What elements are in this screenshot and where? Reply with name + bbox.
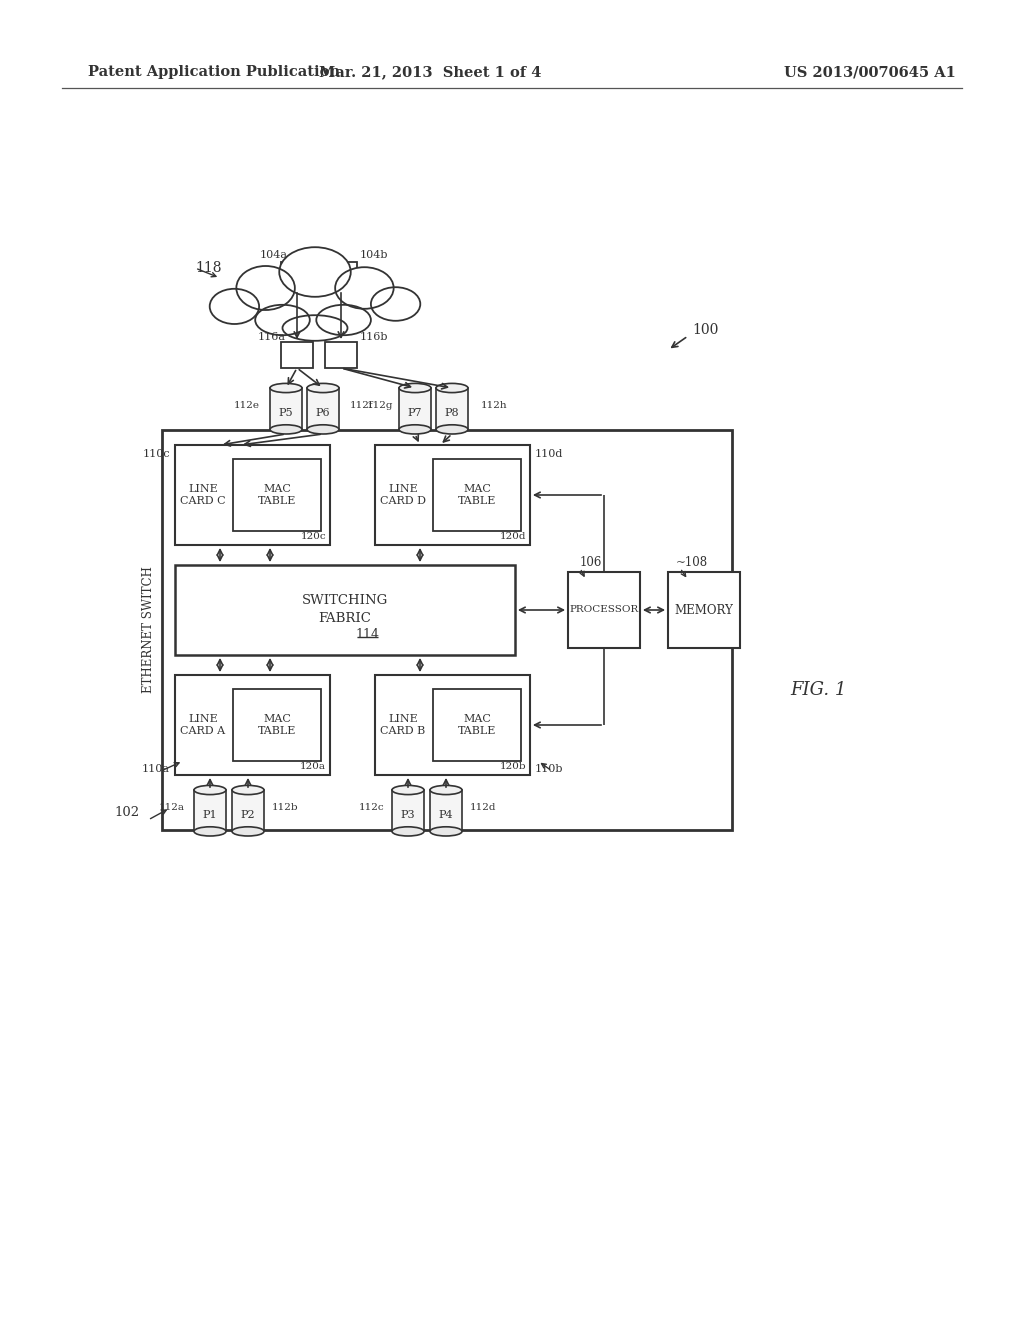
Ellipse shape bbox=[392, 826, 424, 836]
Text: P6: P6 bbox=[315, 408, 331, 418]
Bar bbox=[430, 789, 462, 832]
Bar bbox=[568, 572, 640, 648]
Bar bbox=[399, 388, 431, 429]
Bar bbox=[436, 388, 468, 429]
Text: LINE
CARD D: LINE CARD D bbox=[380, 484, 426, 506]
Bar bbox=[392, 789, 424, 832]
Text: MAC
TABLE: MAC TABLE bbox=[458, 714, 497, 735]
Text: 112a: 112a bbox=[159, 804, 185, 813]
Text: 116b: 116b bbox=[360, 333, 388, 342]
Text: 104a: 104a bbox=[260, 249, 288, 260]
Text: 114: 114 bbox=[355, 627, 379, 640]
Ellipse shape bbox=[232, 826, 264, 836]
Text: MEMORY: MEMORY bbox=[675, 603, 733, 616]
Bar bbox=[281, 342, 313, 368]
Text: 106: 106 bbox=[580, 556, 602, 569]
Text: 112h: 112h bbox=[481, 400, 508, 409]
Text: 120b: 120b bbox=[500, 762, 526, 771]
Ellipse shape bbox=[335, 267, 393, 309]
Text: 120d: 120d bbox=[500, 532, 526, 541]
Ellipse shape bbox=[210, 289, 259, 323]
Text: 110d: 110d bbox=[535, 449, 563, 459]
Ellipse shape bbox=[232, 785, 264, 795]
Bar bbox=[175, 675, 330, 775]
Text: Mar. 21, 2013  Sheet 1 of 4: Mar. 21, 2013 Sheet 1 of 4 bbox=[318, 65, 542, 79]
Ellipse shape bbox=[307, 383, 339, 392]
Text: PROCESSOR: PROCESSOR bbox=[569, 606, 639, 615]
Text: 120a: 120a bbox=[300, 762, 326, 771]
Ellipse shape bbox=[255, 305, 310, 335]
Ellipse shape bbox=[399, 383, 431, 392]
Text: P8: P8 bbox=[444, 408, 460, 418]
Bar bbox=[325, 342, 357, 368]
Bar bbox=[233, 459, 321, 531]
Ellipse shape bbox=[280, 247, 351, 297]
Text: ~108: ~108 bbox=[676, 556, 709, 569]
Bar bbox=[281, 261, 313, 290]
Text: P7: P7 bbox=[408, 408, 422, 418]
Text: 120c: 120c bbox=[300, 532, 326, 541]
Bar bbox=[307, 388, 339, 429]
Text: 112e: 112e bbox=[234, 400, 260, 409]
Bar bbox=[175, 565, 515, 655]
Bar bbox=[433, 689, 521, 762]
Text: 112b: 112b bbox=[272, 804, 299, 813]
Text: 112f: 112f bbox=[350, 400, 374, 409]
Ellipse shape bbox=[436, 383, 468, 392]
Bar bbox=[162, 430, 732, 830]
Bar bbox=[325, 261, 357, 290]
Text: 116a: 116a bbox=[258, 333, 286, 342]
Text: 110c: 110c bbox=[142, 449, 170, 459]
Ellipse shape bbox=[283, 315, 347, 341]
Ellipse shape bbox=[194, 785, 226, 795]
Bar bbox=[270, 388, 302, 429]
Bar bbox=[175, 445, 330, 545]
Text: P1: P1 bbox=[203, 810, 217, 820]
Bar bbox=[232, 789, 264, 832]
Text: ETHERNET SWITCH: ETHERNET SWITCH bbox=[141, 566, 155, 693]
Text: MAC
TABLE: MAC TABLE bbox=[458, 484, 497, 506]
Text: 112d: 112d bbox=[470, 804, 497, 813]
Text: MAC
TABLE: MAC TABLE bbox=[258, 484, 296, 506]
Text: 110a: 110a bbox=[142, 764, 170, 774]
Text: 100: 100 bbox=[692, 323, 719, 337]
Text: 118: 118 bbox=[195, 261, 221, 275]
Text: 104b: 104b bbox=[360, 249, 388, 260]
Ellipse shape bbox=[270, 425, 302, 434]
Ellipse shape bbox=[430, 785, 462, 795]
Ellipse shape bbox=[307, 425, 339, 434]
Text: P2: P2 bbox=[241, 810, 255, 820]
Text: MAC
TABLE: MAC TABLE bbox=[258, 714, 296, 735]
Bar bbox=[375, 675, 530, 775]
Text: LINE
CARD A: LINE CARD A bbox=[180, 714, 225, 735]
Bar bbox=[233, 689, 321, 762]
Ellipse shape bbox=[430, 826, 462, 836]
Text: FABRIC: FABRIC bbox=[318, 611, 372, 624]
Text: FIG. 1: FIG. 1 bbox=[790, 681, 847, 700]
Text: P3: P3 bbox=[400, 810, 416, 820]
Text: LINE
CARD B: LINE CARD B bbox=[380, 714, 426, 735]
Ellipse shape bbox=[436, 425, 468, 434]
Text: US 2013/0070645 A1: US 2013/0070645 A1 bbox=[784, 65, 956, 79]
Bar bbox=[433, 459, 521, 531]
Bar bbox=[194, 789, 226, 832]
Ellipse shape bbox=[399, 425, 431, 434]
Text: P5: P5 bbox=[279, 408, 293, 418]
Text: P4: P4 bbox=[438, 810, 454, 820]
Ellipse shape bbox=[194, 826, 226, 836]
Ellipse shape bbox=[316, 305, 371, 335]
Text: Patent Application Publication: Patent Application Publication bbox=[88, 65, 340, 79]
Ellipse shape bbox=[392, 785, 424, 795]
Text: 102: 102 bbox=[115, 805, 140, 818]
Ellipse shape bbox=[270, 383, 302, 392]
Text: 110b: 110b bbox=[535, 764, 563, 774]
Text: 112c: 112c bbox=[358, 804, 384, 813]
Bar bbox=[668, 572, 740, 648]
Text: SWITCHING: SWITCHING bbox=[302, 594, 388, 606]
Text: LINE
CARD C: LINE CARD C bbox=[180, 484, 226, 506]
Ellipse shape bbox=[237, 267, 295, 310]
Bar bbox=[375, 445, 530, 545]
Text: 112g: 112g bbox=[367, 400, 393, 409]
Ellipse shape bbox=[371, 288, 420, 321]
